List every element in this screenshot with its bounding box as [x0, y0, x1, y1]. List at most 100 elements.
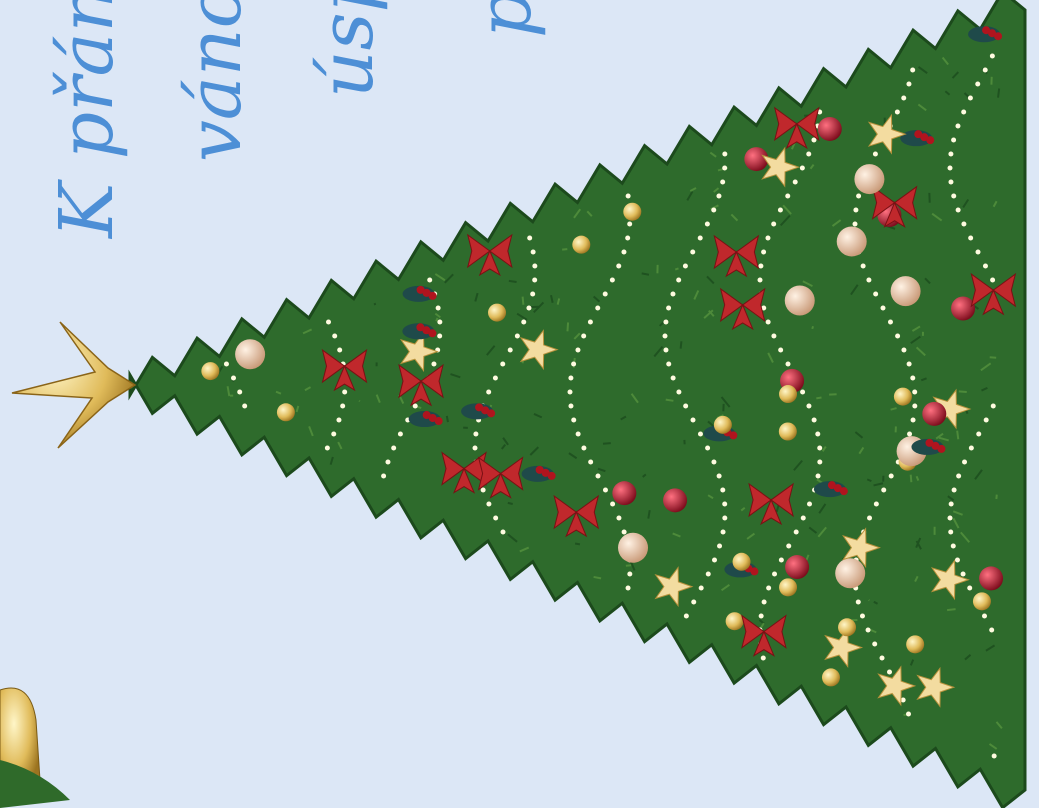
needle: [909, 659, 915, 666]
needle: [574, 542, 581, 546]
light: [815, 473, 821, 479]
light: [526, 305, 532, 311]
berry: [839, 487, 848, 496]
needle: [550, 294, 554, 303]
light: [860, 263, 866, 269]
needle: [980, 362, 992, 372]
light: [621, 529, 627, 535]
bow: [321, 348, 368, 392]
berry: [416, 323, 425, 332]
berry: [547, 471, 556, 480]
ornament: [972, 592, 991, 611]
needle: [920, 377, 927, 382]
light: [991, 753, 997, 759]
christmas-tree: [128, 0, 1027, 808]
needle: [295, 405, 300, 413]
needle: [450, 373, 461, 379]
light: [881, 487, 887, 493]
needle: [917, 103, 927, 112]
light: [588, 459, 594, 465]
light: [473, 431, 479, 437]
light: [493, 515, 499, 521]
needle: [592, 295, 601, 303]
light: [900, 697, 906, 703]
light: [817, 445, 823, 451]
berry: [475, 403, 484, 412]
needle: [304, 386, 312, 392]
light: [720, 529, 726, 535]
light: [625, 235, 631, 241]
needle: [956, 430, 960, 440]
light: [705, 571, 711, 577]
light: [771, 221, 777, 227]
light: [785, 193, 791, 199]
needle: [850, 284, 859, 296]
light: [716, 193, 722, 199]
berry: [925, 438, 934, 447]
ornament: [890, 276, 921, 307]
light: [332, 333, 338, 339]
ornament: [854, 164, 885, 195]
berry: [827, 481, 836, 490]
needle: [329, 456, 334, 465]
light: [778, 557, 784, 563]
light: [982, 67, 988, 73]
light: [817, 459, 823, 465]
light: [331, 431, 337, 437]
light: [530, 249, 536, 255]
light: [912, 403, 918, 409]
needle: [868, 599, 871, 602]
ornament: [785, 555, 810, 580]
berry: [422, 326, 431, 335]
light: [895, 333, 901, 339]
needle: [533, 301, 545, 313]
light: [616, 515, 622, 521]
light: [990, 277, 996, 283]
ornament: [618, 532, 649, 563]
light: [761, 249, 767, 255]
light: [527, 235, 533, 241]
ornament: [276, 403, 295, 422]
light: [967, 95, 973, 101]
needle: [997, 88, 1001, 98]
star-ornament: [916, 666, 956, 708]
bell-decoration: [0, 687, 70, 808]
light: [879, 655, 885, 661]
needle: [602, 442, 611, 445]
needle: [653, 345, 664, 358]
needle: [672, 532, 681, 538]
light: [967, 585, 973, 591]
needle: [573, 208, 582, 219]
berry: [428, 414, 437, 423]
needle: [775, 504, 780, 513]
berry: [428, 329, 437, 338]
ornament: [922, 401, 947, 426]
star-ornament: [654, 566, 694, 608]
light: [948, 501, 954, 507]
light: [947, 515, 953, 521]
light: [873, 501, 879, 507]
light: [500, 529, 506, 535]
light: [712, 557, 718, 563]
ornament: [488, 303, 507, 322]
light: [852, 221, 858, 227]
needle: [931, 212, 943, 222]
light: [627, 571, 633, 577]
light: [568, 403, 574, 409]
light: [625, 585, 631, 591]
greeting-line: vánočn: [172, 0, 258, 162]
light: [568, 375, 574, 381]
light: [811, 137, 817, 143]
tree-star: [11, 321, 137, 449]
needle: [817, 526, 827, 538]
needle: [674, 267, 679, 271]
ornament: [836, 226, 867, 257]
light: [397, 431, 403, 437]
light: [571, 417, 577, 423]
light: [670, 291, 676, 297]
needle: [793, 460, 803, 471]
light: [581, 333, 587, 339]
light: [683, 613, 689, 619]
light: [698, 585, 704, 591]
berry: [926, 136, 935, 145]
